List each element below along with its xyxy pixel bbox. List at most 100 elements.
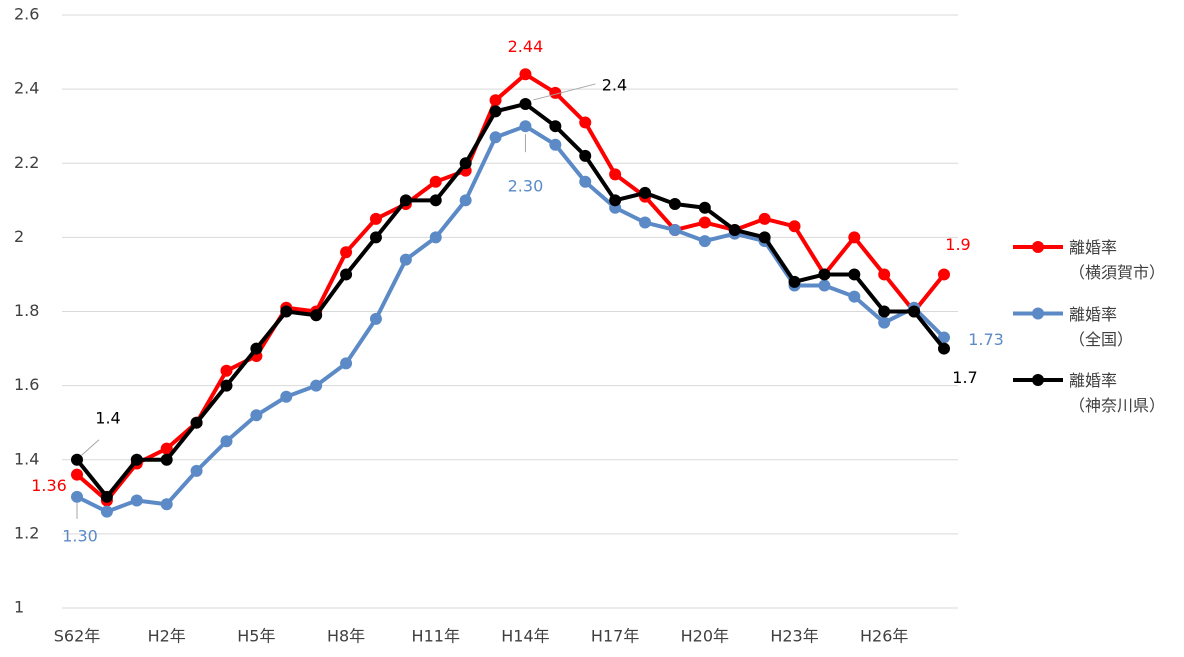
x-tick-label: S62年 bbox=[54, 627, 101, 646]
data-point bbox=[698, 216, 711, 229]
leader-line bbox=[80, 439, 100, 457]
data-point bbox=[609, 194, 622, 207]
y-tick-label: 2.6 bbox=[14, 5, 39, 24]
data-point bbox=[310, 379, 323, 392]
data-label: 1.73 bbox=[968, 330, 1004, 349]
legend-marker bbox=[1032, 241, 1044, 253]
data-point bbox=[668, 223, 681, 236]
data-point bbox=[190, 464, 203, 477]
legend-marker bbox=[1032, 307, 1044, 320]
data-label: 1.36 bbox=[31, 476, 67, 495]
data-point bbox=[519, 120, 532, 133]
data-point bbox=[938, 331, 950, 344]
data-point bbox=[429, 194, 442, 207]
data-point bbox=[878, 316, 891, 329]
data-point bbox=[220, 364, 233, 377]
data-point bbox=[549, 120, 562, 133]
data-point bbox=[848, 290, 861, 303]
data-point bbox=[340, 246, 353, 259]
data-point bbox=[71, 453, 83, 466]
legend-label: 離婚率 （神奈川県） bbox=[1069, 371, 1166, 415]
data-point bbox=[280, 390, 293, 403]
y-tick-label: 2.2 bbox=[14, 153, 39, 172]
data-point bbox=[728, 223, 741, 236]
data-point bbox=[160, 442, 173, 455]
data-point bbox=[71, 468, 83, 481]
data-point bbox=[489, 94, 502, 107]
legend-label: 離婚率 （横須賀市） bbox=[1069, 238, 1166, 282]
data-point bbox=[848, 231, 861, 244]
data-point bbox=[788, 220, 801, 233]
data-point bbox=[519, 97, 532, 110]
data-point bbox=[579, 149, 592, 162]
x-tick-label: H20年 bbox=[681, 627, 729, 646]
data-point bbox=[429, 231, 442, 244]
data-point bbox=[758, 212, 771, 225]
data-label: 1.9 bbox=[945, 235, 970, 254]
data-point bbox=[340, 357, 353, 370]
data-point bbox=[280, 305, 293, 318]
y-tick-label: 1 bbox=[14, 598, 24, 617]
data-point bbox=[71, 490, 83, 503]
data-point bbox=[310, 309, 323, 322]
data-point bbox=[489, 131, 502, 144]
data-point bbox=[579, 175, 592, 188]
data-point bbox=[340, 268, 353, 281]
data-label: 2.44 bbox=[508, 37, 544, 56]
data-label: 1.30 bbox=[62, 526, 98, 545]
data-point bbox=[818, 268, 831, 281]
y-tick-label: 1.6 bbox=[14, 375, 39, 394]
data-point bbox=[938, 268, 950, 281]
x-tick-label: H17年 bbox=[591, 627, 639, 646]
x-tick-label: H5年 bbox=[237, 627, 275, 646]
data-point bbox=[848, 268, 861, 281]
data-point bbox=[908, 305, 921, 318]
data-point bbox=[698, 201, 711, 214]
data-point bbox=[878, 268, 891, 281]
data-point bbox=[639, 216, 652, 229]
data-point bbox=[758, 231, 771, 244]
data-label: 1.4 bbox=[95, 408, 120, 427]
data-point bbox=[878, 305, 891, 318]
x-tick-label: H2年 bbox=[148, 627, 186, 646]
x-tick-label: H26年 bbox=[860, 627, 908, 646]
y-tick-label: 1.2 bbox=[14, 523, 39, 542]
data-point bbox=[489, 105, 502, 118]
data-point bbox=[220, 379, 233, 392]
data-point bbox=[668, 198, 681, 211]
x-tick-label: H23年 bbox=[770, 627, 818, 646]
y-tick-label: 2.4 bbox=[14, 79, 39, 98]
data-label: 2.4 bbox=[602, 75, 627, 94]
data-point bbox=[160, 498, 173, 511]
data-point bbox=[369, 312, 382, 325]
data-point bbox=[130, 494, 143, 507]
data-label: 1.7 bbox=[952, 368, 977, 387]
data-point bbox=[160, 453, 173, 466]
data-point bbox=[429, 175, 442, 188]
data-point bbox=[369, 231, 382, 244]
data-point bbox=[399, 253, 412, 266]
data-point bbox=[459, 194, 472, 207]
y-tick-label: 1.8 bbox=[14, 301, 39, 320]
data-point bbox=[549, 86, 562, 99]
data-point bbox=[639, 186, 652, 199]
data-point bbox=[609, 168, 622, 181]
y-tick-label: 1.4 bbox=[14, 449, 39, 468]
data-point bbox=[220, 435, 233, 448]
data-point bbox=[100, 490, 113, 503]
x-tick-label: H11年 bbox=[412, 627, 460, 646]
data-point bbox=[549, 138, 562, 151]
legend-label: 離婚率 （全国） bbox=[1069, 304, 1134, 349]
data-point bbox=[579, 116, 592, 129]
data-point bbox=[369, 212, 382, 225]
data-point bbox=[250, 342, 263, 355]
data-point bbox=[818, 279, 831, 292]
series-line bbox=[75, 72, 946, 503]
leader-line bbox=[533, 83, 596, 101]
data-point bbox=[698, 235, 711, 248]
data-point bbox=[130, 453, 143, 466]
data-point bbox=[938, 342, 950, 355]
legend-marker bbox=[1032, 374, 1044, 386]
data-point bbox=[190, 416, 203, 429]
